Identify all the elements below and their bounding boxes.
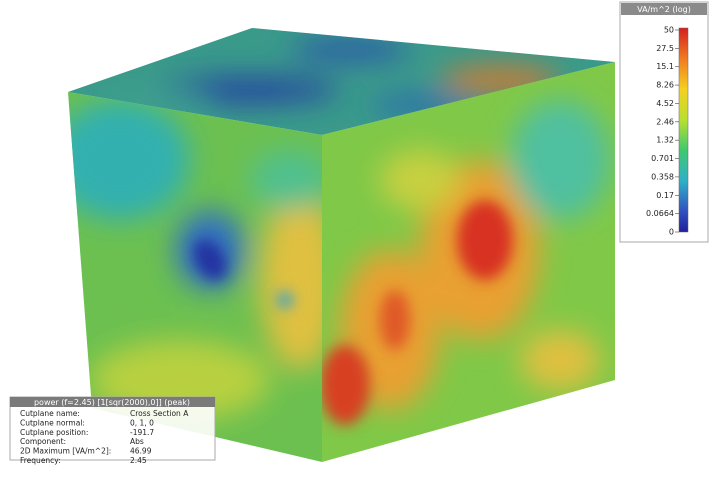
info-label: Cutplane normal: [20, 418, 85, 427]
colorbar-tick-label: 0.0664 [646, 209, 674, 218]
info-label: Component: [20, 437, 66, 446]
field-view: VA/m^2 (log) 50 27.5 15.1 8.26 4.52 2.46 1.32 0… [0, 0, 712, 486]
info-value: -191.7 [130, 428, 154, 437]
colorbar-tick-label: 50 [664, 26, 674, 35]
colorbar-tick-label: 1.32 [656, 136, 674, 145]
colorbar-tick-label: 0.358 [651, 172, 674, 181]
info-title: power (f=2.45) [1[sqr(2000),0]] (peak) [34, 398, 190, 407]
info-panel: power (f=2.45) [1[sqr(2000),0]] (peak) C… [10, 397, 215, 465]
info-value: Abs [130, 437, 144, 446]
colorbar-tick-label: 8.26 [656, 81, 674, 90]
colorbar-tick-label: 0.17 [656, 191, 674, 200]
info-label: Frequency: [20, 456, 61, 465]
info-label: 2D Maximum [VA/m^2]: [20, 447, 111, 456]
info-label: Cutplane position: [20, 428, 88, 437]
colorbar-tick-label: 15.1 [656, 62, 674, 71]
info-value: Cross Section A [130, 409, 189, 418]
info-value: 46.99 [130, 447, 152, 456]
colorbar-tick-label: 4.52 [656, 99, 674, 108]
colorbar-tick-label: 27.5 [656, 44, 674, 53]
info-value: 0, 1, 0 [130, 418, 154, 427]
info-label: Cutplane name: [20, 409, 80, 418]
colorbar-title: VA/m^2 (log) [637, 5, 691, 14]
colorbar [679, 28, 688, 232]
colorbar-panel: VA/m^2 (log) 50 27.5 15.1 8.26 4.52 2.46 1.32 0… [620, 2, 708, 242]
colorbar-tick-label: 0 [669, 228, 674, 237]
colorbar-tick-label: 0.701 [651, 154, 674, 163]
colorbar-tick-label: 2.46 [656, 117, 674, 126]
info-value: 2.45 [130, 456, 147, 465]
